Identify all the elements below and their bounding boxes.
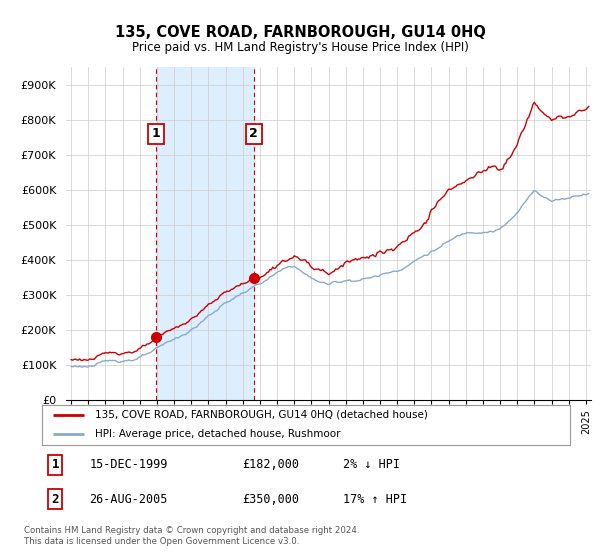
Text: 2: 2 (250, 127, 258, 141)
Text: 15-DEC-1999: 15-DEC-1999 (89, 458, 168, 471)
Text: 135, COVE ROAD, FARNBOROUGH, GU14 0HQ (detached house): 135, COVE ROAD, FARNBOROUGH, GU14 0HQ (d… (95, 410, 428, 420)
Text: 26-AUG-2005: 26-AUG-2005 (89, 493, 168, 506)
Text: Contains HM Land Registry data © Crown copyright and database right 2024.
This d: Contains HM Land Registry data © Crown c… (24, 526, 359, 546)
Text: 135, COVE ROAD, FARNBOROUGH, GU14 0HQ: 135, COVE ROAD, FARNBOROUGH, GU14 0HQ (115, 25, 485, 40)
Text: 2% ↓ HPI: 2% ↓ HPI (343, 458, 400, 471)
Text: Price paid vs. HM Land Registry's House Price Index (HPI): Price paid vs. HM Land Registry's House … (131, 40, 469, 54)
Text: 1: 1 (152, 127, 161, 141)
Text: £350,000: £350,000 (242, 493, 299, 506)
Bar (156, 67, 254, 400)
Text: £182,000: £182,000 (242, 458, 299, 471)
Text: 1: 1 (52, 458, 59, 471)
Text: 17% ↑ HPI: 17% ↑ HPI (343, 493, 407, 506)
Text: 2: 2 (52, 493, 59, 506)
Text: HPI: Average price, detached house, Rushmoor: HPI: Average price, detached house, Rush… (95, 429, 340, 439)
